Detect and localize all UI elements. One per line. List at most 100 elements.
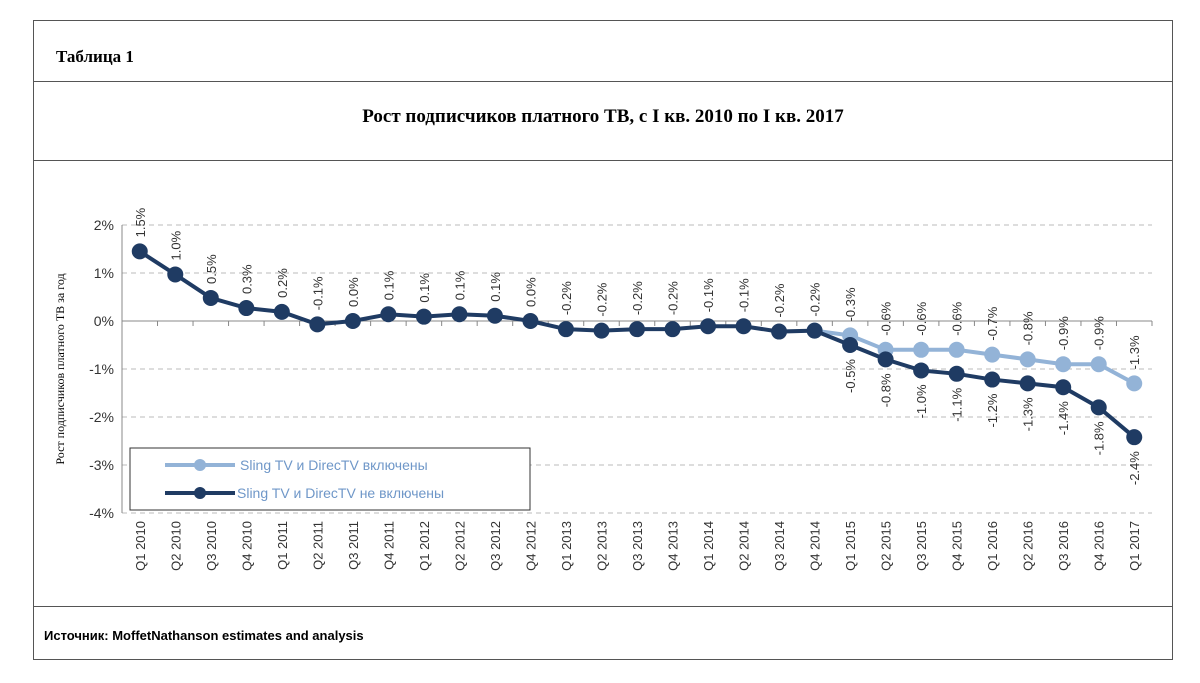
x-tick-label: Q1 2015 bbox=[843, 521, 858, 571]
data-label: -1.2% bbox=[985, 393, 1000, 427]
data-point bbox=[1055, 356, 1072, 373]
data-label: 0.1% bbox=[417, 273, 432, 303]
data-point bbox=[1126, 429, 1143, 446]
data-point bbox=[593, 322, 610, 339]
x-tick-label: Q4 2014 bbox=[808, 521, 823, 571]
data-label: 0.2% bbox=[275, 268, 290, 298]
y-tick-label: -4% bbox=[89, 505, 114, 521]
data-label: -0.2% bbox=[594, 282, 609, 316]
data-label: -0.2% bbox=[772, 283, 787, 317]
x-tick-label: Q2 2014 bbox=[737, 521, 752, 571]
y-tick-label: -3% bbox=[89, 457, 114, 473]
data-point bbox=[415, 308, 432, 325]
data-label: 0.1% bbox=[452, 270, 467, 300]
legend-marker bbox=[194, 487, 206, 499]
data-label: -0.7% bbox=[985, 306, 1000, 340]
data-label: -0.6% bbox=[914, 301, 929, 335]
x-tick-label: Q3 2012 bbox=[488, 521, 503, 571]
x-tick-label: Q1 2016 bbox=[985, 521, 1000, 571]
x-tick-label: Q4 2013 bbox=[666, 521, 681, 571]
data-label: -0.8% bbox=[879, 373, 894, 407]
data-point bbox=[1090, 356, 1107, 373]
x-tick-label: Q1 2012 bbox=[417, 521, 432, 571]
x-tick-label: Q1 2011 bbox=[275, 521, 290, 570]
data-label: 0.0% bbox=[523, 277, 538, 307]
legend bbox=[129, 447, 531, 511]
y-tick-label: -2% bbox=[89, 409, 114, 425]
x-tick-label: Q4 2011 bbox=[381, 521, 396, 570]
data-label: -0.2% bbox=[808, 282, 823, 316]
series-line-0 bbox=[814, 328, 1136, 386]
data-label: -0.3% bbox=[843, 287, 858, 321]
data-point bbox=[1055, 379, 1072, 396]
x-tick-label: Q2 2016 bbox=[1021, 521, 1036, 571]
x-tick-label: Q3 2016 bbox=[1056, 521, 1071, 571]
x-tick-label: Q3 2013 bbox=[630, 521, 645, 571]
data-point bbox=[309, 316, 326, 333]
data-point bbox=[380, 306, 397, 323]
data-point bbox=[167, 266, 184, 283]
x-tick-label: Q4 2010 bbox=[239, 521, 254, 571]
y-tick-label: 2% bbox=[94, 217, 114, 233]
x-tick-label: Q1 2010 bbox=[133, 521, 148, 571]
data-point bbox=[629, 321, 645, 338]
data-point bbox=[913, 341, 930, 358]
data-label: -1.3% bbox=[1021, 397, 1036, 431]
data-point bbox=[273, 303, 290, 320]
legend-label: Sling TV и DirecTV не включены bbox=[237, 485, 444, 501]
data-point bbox=[344, 313, 361, 329]
x-tick-label: Q1 2014 bbox=[701, 521, 716, 571]
data-label: -1.1% bbox=[950, 387, 965, 421]
data-point bbox=[664, 321, 681, 338]
table-label: Таблица 1 bbox=[56, 47, 134, 66]
data-label: -0.1% bbox=[701, 278, 716, 312]
y-tick-label: 1% bbox=[94, 265, 114, 281]
data-point bbox=[984, 371, 1001, 388]
data-point bbox=[913, 362, 930, 379]
y-tick-label: -1% bbox=[89, 361, 114, 377]
data-point bbox=[238, 300, 255, 317]
data-point bbox=[451, 306, 468, 323]
data-point bbox=[735, 318, 752, 335]
x-tick-label: Q2 2015 bbox=[879, 521, 894, 571]
title-row: Рост подписчиков платного ТВ, с I кв. 20… bbox=[34, 82, 1172, 161]
data-point bbox=[522, 313, 539, 329]
data-label: -0.6% bbox=[879, 301, 894, 335]
data-label: 0.0% bbox=[346, 277, 361, 307]
data-label: -0.2% bbox=[666, 281, 681, 315]
data-point bbox=[202, 289, 219, 306]
data-label: -0.6% bbox=[950, 301, 965, 335]
x-tick-label: Q3 2011 bbox=[346, 521, 361, 570]
data-point bbox=[1090, 399, 1107, 416]
table-header: Таблица 1 bbox=[34, 21, 1172, 82]
data-point bbox=[486, 307, 503, 324]
x-tick-label: Q3 2015 bbox=[914, 521, 929, 571]
data-label: -0.1% bbox=[737, 278, 752, 312]
data-label: 0.5% bbox=[204, 254, 219, 284]
x-tick-label: Q4 2016 bbox=[1092, 521, 1107, 571]
data-point bbox=[557, 321, 574, 338]
x-tick-label: Q1 2017 bbox=[1127, 521, 1142, 571]
data-label: 0.3% bbox=[239, 264, 254, 294]
data-point bbox=[1019, 351, 1036, 368]
y-axis-title: Рост подписчиков платного ТВ за год bbox=[53, 273, 67, 464]
x-tick-label: Q3 2010 bbox=[204, 521, 219, 571]
data-point bbox=[984, 346, 1001, 363]
chart-row bbox=[34, 161, 1172, 607]
legend-marker bbox=[194, 459, 206, 471]
chart-title: Рост подписчиков платного ТВ, с I кв. 20… bbox=[362, 106, 844, 127]
x-tick-label: Q2 2012 bbox=[452, 521, 467, 571]
data-point bbox=[948, 341, 965, 358]
data-label: -0.8% bbox=[1021, 311, 1036, 345]
data-label: -0.2% bbox=[559, 281, 574, 315]
x-tick-label: Q4 2015 bbox=[950, 521, 965, 571]
data-label: -2.4% bbox=[1127, 451, 1142, 485]
x-tick-label: Q3 2014 bbox=[772, 521, 787, 571]
data-label: -0.9% bbox=[1056, 316, 1071, 350]
data-point bbox=[771, 323, 788, 340]
data-point bbox=[1126, 375, 1143, 392]
data-label: -0.2% bbox=[630, 281, 645, 315]
data-point bbox=[806, 322, 823, 339]
data-point bbox=[842, 337, 859, 353]
